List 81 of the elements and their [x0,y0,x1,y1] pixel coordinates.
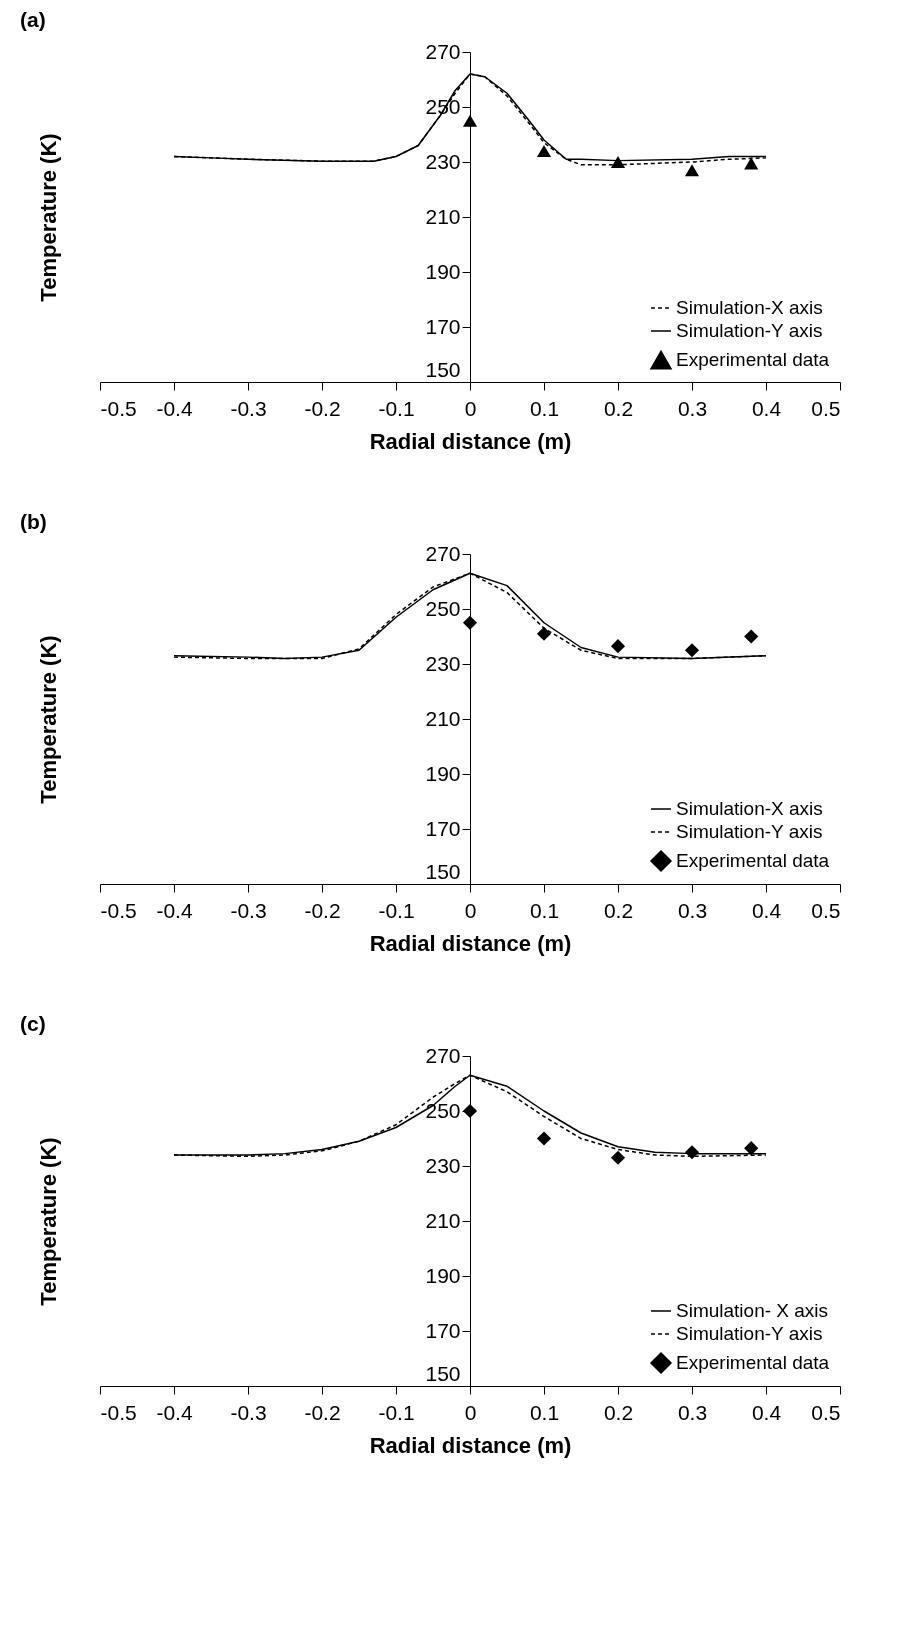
x-tick-label: 0.1 [529,898,560,922]
y-tick-label: 170 [425,314,461,338]
x-tick-label: 0 [464,1400,477,1424]
x-tick-label: 0 [464,396,477,420]
x-tick-label: 0.5 [811,898,841,922]
y-tick-label: 230 [425,149,461,173]
point [744,1141,759,1156]
legend-label: Experimental data [676,1352,830,1373]
x-tick-label: 0.2 [603,1400,634,1424]
y-tick-label: 230 [425,1153,461,1177]
x-tick-label: -0.5 [100,898,137,922]
x-tick-label: -0.2 [304,396,341,420]
y-tick-label: 150 [425,859,461,883]
y-axis-title: Temperature (K) [35,133,61,302]
y-tick-label: 210 [425,204,461,228]
x-tick-label: 0.3 [677,396,708,420]
y-tick-label: 270 [425,39,461,63]
chart-title: (a) [20,8,46,31]
x-tick-label: -0.1 [378,1400,415,1424]
point [536,144,552,158]
point [684,1145,700,1160]
x-tick-label: -0.4 [156,396,193,420]
x-tick-label: -0.1 [378,396,415,420]
point [462,114,478,127]
x-tick-label: 0.5 [811,1400,841,1424]
x-tick-label: 0.3 [677,1400,708,1424]
x-tick-label: 0.2 [603,396,634,420]
y-tick-label: 190 [425,761,461,785]
x-axis-title: Radial distance (m) [369,930,572,956]
x-tick-label: 0.5 [811,396,841,420]
point [610,155,626,169]
x-tick-label: -0.3 [230,898,267,922]
x-tick-label: 0.3 [677,898,708,922]
x-tick-label: -0.1 [378,898,415,922]
x-tick-label: 0.4 [751,898,782,922]
y-tick-label: 170 [425,816,461,840]
x-tick-label: 0 [464,898,477,922]
y-tick-label: 230 [425,651,461,675]
y-axis-title: Temperature (K) [35,635,61,804]
x-tick-label: 0.1 [529,396,560,420]
x-tick-label: -0.2 [304,1400,341,1424]
y-tick-label: 250 [425,1098,461,1122]
x-tick-label: 0.2 [603,898,634,922]
y-tick-label: 150 [425,1361,461,1385]
legend-label: Simulation-Y axis [676,821,823,842]
x-tick-label: -0.3 [230,396,267,420]
y-tick-label: 190 [425,259,461,283]
point [744,157,759,170]
legend-label: Simulation-Y axis [676,1323,823,1344]
point [462,1103,478,1119]
legend-label: Experimental data [676,349,830,370]
x-axis-title: Radial distance (m) [369,428,572,454]
y-tick-label: 150 [425,357,461,381]
x-tick-label: 0.4 [751,396,782,420]
y-tick-label: 210 [425,1208,461,1232]
x-tick-label: -0.5 [100,396,137,420]
y-tick-label: 270 [425,541,461,565]
y-tick-label: 190 [425,1263,461,1287]
chart-title: (c) [20,1012,46,1035]
legend-label: Simulation- X axis [676,1300,829,1321]
y-tick-label: 210 [425,706,461,730]
x-axis-title: Radial distance (m) [369,1432,572,1458]
x-tick-label: -0.4 [156,1400,193,1424]
y-axis-title: Temperature (K) [35,1137,61,1306]
legend-label: Simulation-X axis [676,297,823,318]
y-tick-label: 270 [425,1043,461,1067]
x-tick-label: 0.1 [529,1400,560,1424]
x-tick-label: 0.4 [751,1400,782,1424]
chart-title: (b) [20,510,47,533]
point [610,1150,626,1165]
x-tick-label: -0.5 [100,1400,137,1424]
legend-label: Experimental data [676,850,830,871]
y-tick-label: 250 [425,596,461,620]
legend-label: Simulation-Y axis [676,320,823,341]
point [684,164,700,177]
x-tick-label: -0.2 [304,898,341,922]
x-tick-label: -0.3 [230,1400,267,1424]
x-tick-label: -0.4 [156,898,193,922]
point [536,1131,552,1146]
legend-label: Simulation-X axis [676,798,823,819]
y-tick-label: 170 [425,1318,461,1342]
